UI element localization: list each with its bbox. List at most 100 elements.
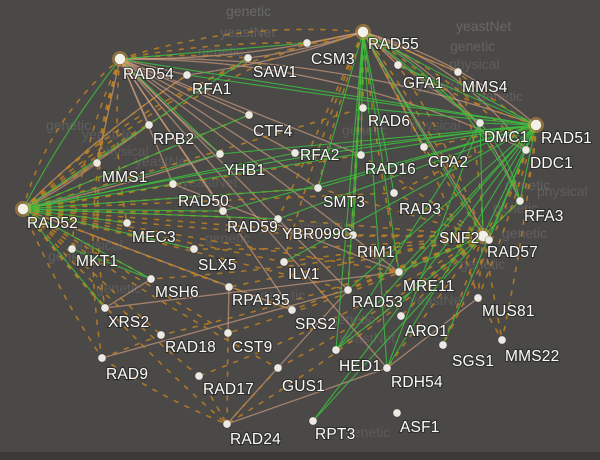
- yeastNet-network-edge-SNF2-MRE11[interactable]: [398, 235, 484, 273]
- genetic-interaction-edge-SNF2-SLX5[interactable]: [193, 235, 484, 250]
- genetic-interaction-edge-RAD55-CSM3[interactable]: [306, 31, 364, 44]
- gene-node-RAD51[interactable]: [530, 119, 542, 131]
- genetic-interaction-edge-RAD51-SGS1[interactable]: [442, 124, 537, 346]
- yeastNet-network-edge-RAD51-RAD6[interactable]: [362, 107, 537, 126]
- yeastNet-network-edge-RAD55-MRE11[interactable]: [362, 31, 400, 273]
- physical-interaction-edge-XRS2-MSH6[interactable]: [104, 278, 152, 309]
- gene-node-MMS22[interactable]: [497, 335, 507, 345]
- genetic-interaction-edge-RAD52-CST9[interactable]: [22, 208, 229, 334]
- gene-node-YHB1[interactable]: [215, 149, 225, 159]
- physical-interaction-edge-RAD54-RDH54[interactable]: [119, 58, 388, 369]
- gene-node-RAD59[interactable]: [218, 206, 228, 216]
- gene-node-MUS81[interactable]: [473, 293, 483, 303]
- gene-node-RAD55[interactable]: [357, 26, 369, 38]
- physical-interaction-edge-RAD9-RAD53[interactable]: [101, 289, 349, 359]
- yeastNet-network-edge-RAD51-YBR099C[interactable]: [277, 124, 537, 220]
- gene-node-ARO1[interactable]: [396, 311, 406, 321]
- gene-node-RAD53[interactable]: [343, 285, 353, 295]
- genetic-interaction-edge-RAD17-RAD24[interactable]: [198, 375, 228, 425]
- physical-interaction-edge-RAD55-RFA1[interactable]: [186, 31, 364, 76]
- genetic-interaction-edge-RAD55-MUS81[interactable]: [362, 31, 479, 299]
- yeastNet-network-edge-RAD55-SNF2[interactable]: [362, 31, 484, 237]
- genetic-interaction-edge-SNF2-MSH6[interactable]: [150, 235, 484, 280]
- genetic-interaction-edge-SNF2-SMT3[interactable]: [317, 187, 484, 237]
- genetic-interaction-edge-RAD52-RAD17[interactable]: [22, 208, 200, 377]
- yeastNet-network-edge-DMC1-HED1[interactable]: [335, 122, 481, 351]
- yeastNet-network-edge-RAD52-XRS2[interactable]: [22, 208, 106, 309]
- gene-node-CPA2[interactable]: [419, 142, 429, 152]
- yeastNet-network-edge-DMC1-RFA3[interactable]: [479, 122, 521, 202]
- genetic-interaction-edge-RAD55-MMS4[interactable]: [362, 31, 459, 73]
- genetic-interaction-edge-SNF2-RAD16[interactable]: [360, 154, 484, 237]
- genetic-interaction-edge-RAD52-RAD53[interactable]: [22, 208, 349, 291]
- genetic-interaction-edge-RAD51-MMS22[interactable]: [501, 124, 537, 341]
- genetic-interaction-edge-RAD51-MMS4[interactable]: [457, 71, 537, 126]
- yeastNet-network-edge-RAD51-YHB1[interactable]: [219, 124, 537, 155]
- yeastNet-network-edge-RAD55-RFA3[interactable]: [362, 31, 521, 202]
- gene-node-RAD3[interactable]: [389, 188, 399, 198]
- gene-node-RPB2[interactable]: [144, 120, 154, 130]
- genetic-interaction-edge-RAD24-GUS1[interactable]: [226, 367, 279, 425]
- yeastNet-network-edge-RAD52-MEC3[interactable]: [22, 208, 128, 224]
- physical-interaction-edge-RAD55-RAD54[interactable]: [119, 31, 364, 60]
- genetic-interaction-edge-RAD52-MRE11[interactable]: [22, 208, 400, 273]
- genetic-interaction-edge-RAD55-YBR099C[interactable]: [277, 31, 364, 220]
- physical-interaction-edge-RAD54-RAD50[interactable]: [119, 58, 174, 185]
- genetic-interaction-edge-RAD55-ILV1[interactable]: [283, 31, 364, 263]
- genetic-interaction-edge-SNF2-MMS22[interactable]: [482, 235, 503, 341]
- yeastNet-network-edge-SNF2-HED1[interactable]: [335, 235, 484, 351]
- genetic-interaction-edge-RAD52-RAD54[interactable]: [22, 58, 121, 210]
- genetic-interaction-edge-SNF2-GUS1[interactable]: [277, 235, 484, 369]
- yeastNet-network-edge-RAD52-RAD54[interactable]: [22, 58, 121, 210]
- gene-node-MSH6[interactable]: [146, 274, 156, 284]
- gene-node-MMS4[interactable]: [453, 67, 463, 77]
- gene-node-XRS2[interactable]: [100, 303, 110, 313]
- genetic-interaction-edge-RAD54-RAD55[interactable]: [119, 28, 364, 60]
- yeastNet-network-edge-RAD51-RAD59[interactable]: [222, 124, 537, 212]
- yeastNet-network-edge-RAD51-ILV1[interactable]: [283, 124, 537, 263]
- yeastNet-network-edge-SNF2-DMC1[interactable]: [479, 122, 484, 237]
- physical-interaction-edge-RAD54-RAD16[interactable]: [119, 58, 362, 156]
- genetic-interaction-edge-RAD9-RAD24[interactable]: [101, 357, 228, 425]
- physical-interaction-edge-RAD54-MRE11[interactable]: [119, 58, 400, 273]
- genetic-interaction-edge-RAD54-MKT1[interactable]: [71, 58, 121, 250]
- physical-interaction-edge-MUS81-RDH54[interactable]: [386, 297, 479, 369]
- genetic-interaction-edge-RAD52-ILV1[interactable]: [22, 208, 285, 263]
- gene-node-RAD9[interactable]: [97, 353, 107, 363]
- yeastNet-network-edge-RAD52-CTF4[interactable]: [22, 114, 250, 210]
- gene-node-DDC1[interactable]: [521, 145, 531, 155]
- genetic-interaction-edge-RAD54-MEC3[interactable]: [116, 58, 128, 224]
- gene-node-RAD18[interactable]: [156, 330, 166, 340]
- genetic-interaction-edge-RAD54-MMS1[interactable]: [96, 58, 121, 164]
- genetic-interaction-edge-SNF2-ILV1[interactable]: [283, 235, 484, 263]
- yeastNet-network-edge-RAD51-MRE11[interactable]: [398, 124, 537, 273]
- gene-node-MEC3[interactable]: [122, 218, 132, 228]
- genetic-interaction-edge-RAD52-RAD55[interactable]: [22, 31, 364, 210]
- gene-node-RAD57[interactable]: [484, 235, 494, 245]
- gene-node-YBR099C[interactable]: [273, 214, 283, 224]
- physical-interaction-edge-RAD52-YHB1[interactable]: [22, 153, 221, 210]
- genetic-interaction-edge-RAD24-CST9[interactable]: [226, 332, 229, 425]
- genetic-interaction-edge-RAD51-GFA1[interactable]: [397, 64, 537, 126]
- genetic-interaction-edge-SNF2-RDH54[interactable]: [386, 235, 484, 369]
- genetic-interaction-edge-MUS81-MMS22[interactable]: [477, 297, 503, 341]
- gene-node-CSM3[interactable]: [302, 38, 312, 48]
- genetic-interaction-edge-RAD55-SMT3[interactable]: [317, 31, 364, 189]
- genetic-interaction-edge-RAD52-RIM1[interactable]: [22, 208, 354, 236]
- gene-node-RAD17[interactable]: [194, 371, 204, 381]
- yeastNet-network-edge-SNF2-RPT3[interactable]: [312, 235, 484, 422]
- genetic-interaction-edge-RAD52-GUS1[interactable]: [22, 208, 279, 369]
- genetic-interaction-edge-RAD52-RAD16[interactable]: [22, 154, 362, 210]
- yeastNet-network-edge-RAD54-CSM3[interactable]: [119, 42, 308, 60]
- genetic-interaction-edge-SNF2-GFA1[interactable]: [397, 64, 484, 237]
- gene-node-RPT3[interactable]: [308, 416, 318, 426]
- gene-node-SGS1[interactable]: [438, 340, 448, 350]
- genetic-interaction-edge-RAD52-SRS2[interactable]: [22, 208, 293, 311]
- gene-node-RAD52[interactable]: [17, 203, 29, 215]
- yeastNet-network-edge-RAD52-SMT3[interactable]: [22, 187, 319, 210]
- yeastNet-network-edge-RAD51-RAD55[interactable]: [362, 31, 537, 126]
- genetic-interaction-edge-SNF2-CST9[interactable]: [227, 235, 484, 334]
- gene-node-MMS1[interactable]: [92, 158, 102, 168]
- gene-node-MKT1[interactable]: [67, 244, 77, 254]
